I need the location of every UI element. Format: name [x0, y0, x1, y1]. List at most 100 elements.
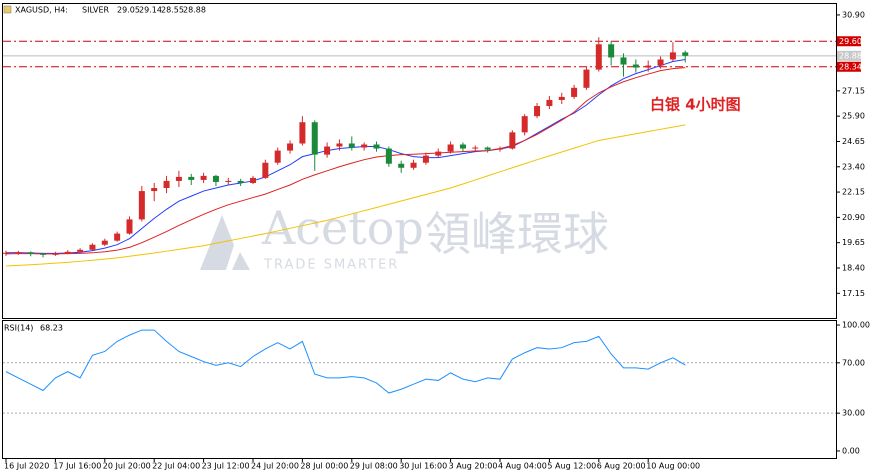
candle-body [361, 144, 368, 148]
level-label: 28.34 [839, 62, 862, 71]
x-tick-label: 16 Jul 2020 [4, 462, 49, 471]
candle-body [212, 175, 219, 182]
x-tick-label: 24 Jul 20:00 [251, 462, 299, 471]
candle-body [682, 52, 689, 56]
candle-body [336, 143, 343, 147]
header-open: 29.05 [117, 6, 140, 15]
candle-body [77, 249, 84, 252]
header-low: 28.55 [161, 6, 184, 15]
candle-body [534, 106, 541, 117]
price-pane [2, 3, 837, 319]
candle-body [114, 233, 121, 241]
candle-body [571, 87, 578, 97]
current-price-box [837, 50, 861, 61]
candle-body [447, 144, 454, 152]
candle-body [200, 175, 207, 180]
watermark-logo [232, 252, 250, 270]
y-tick-label: 17.15 [842, 289, 865, 298]
y-tick-label: 24.65 [842, 137, 865, 146]
symbol-icon [3, 5, 12, 14]
y-tick-label: 18.40 [842, 263, 865, 272]
candle-body [151, 188, 158, 192]
candle-body [175, 176, 182, 181]
candle-body [274, 150, 281, 163]
header-close: 28.88 [183, 6, 206, 15]
candle-body [101, 240, 108, 245]
x-tick-label: 6 Aug 20:00 [597, 462, 646, 471]
candle-body [262, 162, 269, 178]
x-tick-label: 23 Jul 12:00 [202, 462, 250, 471]
x-tick-label: 30 Jul 16:00 [399, 462, 447, 471]
header-high: 29.14 [139, 6, 162, 15]
chart-subtitle: SILVER [82, 6, 110, 15]
x-tick-label: 4 Aug 04:00 [498, 462, 547, 471]
y-tick-label: 19.65 [842, 238, 865, 247]
candle-body [497, 148, 503, 150]
rsi-pane [2, 320, 837, 459]
x-tick-label: 5 Aug 12:00 [547, 462, 596, 471]
candle-body [64, 251, 71, 254]
candle-body [3, 252, 9, 254]
candle-body [583, 69, 590, 88]
y-tick-label: 30.90 [842, 10, 865, 19]
x-tick-label: 20 Jul 20:00 [103, 462, 151, 471]
candle-body [657, 59, 664, 66]
x-tick-label: 22 Jul 04:00 [152, 462, 200, 471]
rsi-title: RSI(14) [4, 324, 33, 333]
y-tick-label: 25.90 [842, 112, 865, 121]
candle-body [163, 180, 170, 189]
current-price-label: 28.88 [839, 51, 862, 60]
candle-body [608, 44, 615, 58]
candle-body [126, 219, 133, 234]
x-tick-label: 28 Jul 00:00 [300, 462, 348, 471]
candle-body [225, 180, 232, 182]
watermark-chinese: 領峰環球 [425, 207, 609, 261]
y-tick-label: 100.00 [842, 321, 870, 330]
watermark: Acetop 領峰環球 TRADE SMARTER [200, 201, 609, 273]
x-tick-label: 17 Jul 16:00 [53, 462, 101, 471]
candle-body [398, 163, 405, 168]
candle-body [422, 155, 429, 163]
level-label-box [837, 61, 861, 72]
candle-body [52, 253, 59, 255]
candle-body [299, 122, 306, 144]
y-tick-label: 20.90 [842, 213, 865, 222]
x-tick-label: 10 Aug 00:00 [646, 462, 700, 471]
watermark-brand: Acetop [261, 201, 424, 255]
candle-body [595, 44, 602, 70]
candle-body [558, 96, 565, 100]
candle-body [435, 151, 442, 156]
y-tick-label: 23.40 [842, 162, 865, 171]
candle-body [632, 64, 639, 68]
moving-average [5, 67, 686, 255]
candle-body [348, 143, 355, 148]
level-label: 29.60 [839, 37, 862, 46]
annotation: 白银 4小时图 [650, 96, 741, 114]
candle-body [15, 252, 22, 254]
candle-body [484, 147, 491, 150]
level-label-box [837, 36, 861, 47]
y-tick-label: 0.00 [842, 446, 860, 455]
y-tick-label: 70.00 [842, 358, 865, 367]
candle-body [188, 176, 195, 180]
candle-body [459, 144, 466, 149]
y-tick-label: 30.00 [842, 409, 865, 418]
candle-body [546, 99, 553, 107]
candle-body [669, 52, 676, 60]
candle-body [287, 143, 294, 151]
moving-average [5, 58, 686, 254]
candle-body [89, 244, 96, 250]
candle-body [324, 146, 331, 155]
candle-body [521, 116, 528, 133]
candle-body [138, 191, 145, 220]
candle-body [27, 252, 34, 254]
candle-body [311, 122, 318, 155]
watermark-logo [200, 215, 234, 270]
chart-title: XAGUSD, H4: [15, 6, 68, 15]
moving-average [5, 124, 686, 267]
rsi-line [5, 329, 686, 394]
x-tick-label: 3 Aug 20:00 [449, 462, 498, 471]
candle-body [385, 148, 392, 164]
